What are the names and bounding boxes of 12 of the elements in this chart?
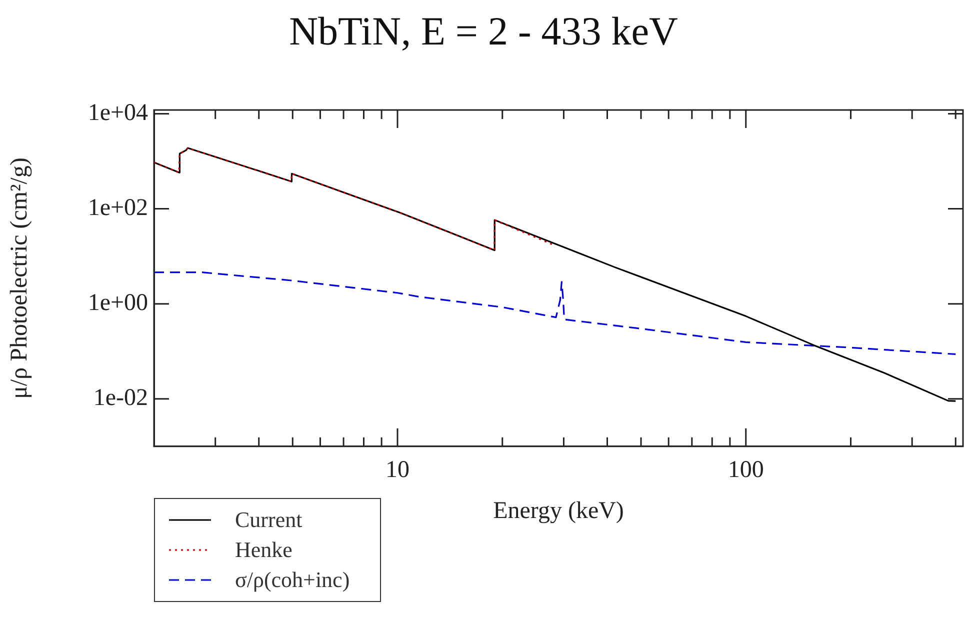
legend-label: σ/ρ(coh+inc) [235,567,350,594]
y-tick-label: 1e+00 [88,290,148,316]
y-axis-title: μ/ρ Photoelectric (cm²/g) [6,158,33,399]
legend-label: Current [235,507,302,534]
x-tick-label: 100 [728,457,764,484]
y-tick-label: 1e+02 [88,195,148,222]
y-tick-label: 1e-02 [93,385,148,412]
x-tick-label: 10 [386,457,410,484]
legend-label: Henke [235,537,292,564]
chart-title: NbTiN, E = 2 - 433 keV [289,8,678,54]
y-tick-label: 1e+04 [88,100,148,126]
x-axis-title: Energy (keV) [493,498,624,524]
